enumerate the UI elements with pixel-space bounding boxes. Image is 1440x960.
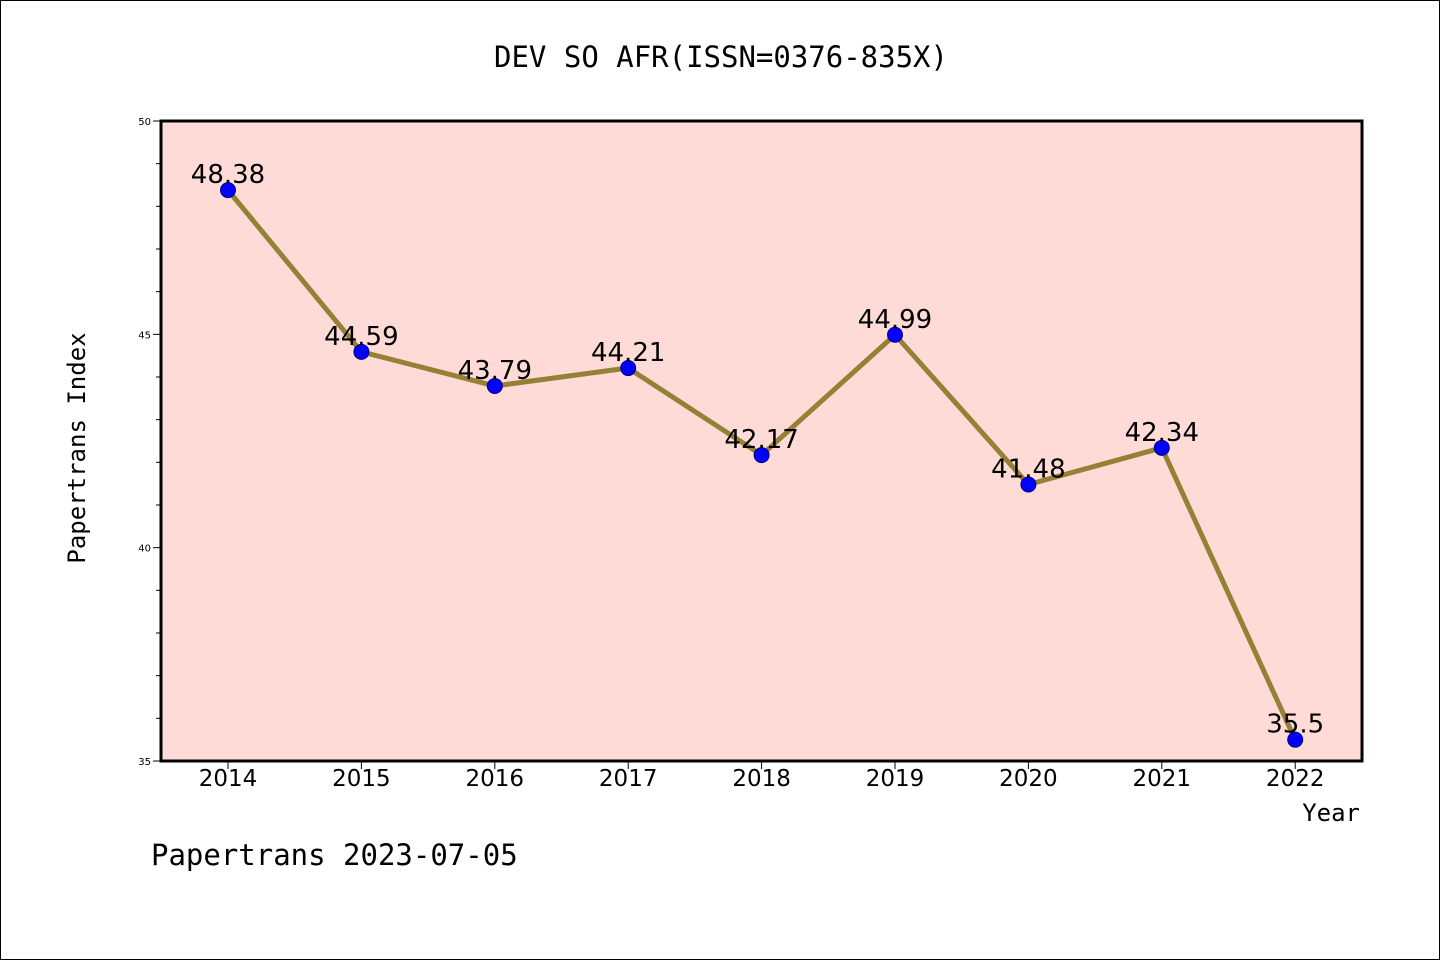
x-tick-label: 2014 bbox=[199, 766, 258, 792]
x-tick-label: 2020 bbox=[999, 766, 1058, 792]
x-tick-label: 2015 bbox=[332, 766, 391, 792]
data-point bbox=[220, 182, 236, 199]
data-point bbox=[353, 343, 370, 360]
data-point bbox=[486, 377, 503, 394]
footer-text: Papertrans 2023-07-05 bbox=[151, 838, 518, 872]
x-tick-label: 2022 bbox=[1266, 766, 1325, 792]
chart-title: DEV SO AFR(ISSN=0376-835X) bbox=[494, 40, 948, 74]
x-axis: 2014 2015 2016 2017 2018 2019 2020 2021 2022 bbox=[199, 761, 1325, 792]
data-label: 48.38 bbox=[191, 160, 265, 190]
data-labels: 48.38 44.59 43.79 44.21 42.17 44.99 41.48 42.34… bbox=[191, 160, 1324, 740]
data-label: 43.79 bbox=[458, 356, 532, 386]
data-label: 35.5 bbox=[1266, 710, 1324, 740]
data-point bbox=[887, 326, 903, 343]
data-point bbox=[620, 360, 637, 377]
data-label: 44.59 bbox=[324, 322, 398, 352]
data-point bbox=[1287, 731, 1304, 748]
y-tick-label: 40 bbox=[138, 544, 151, 555]
y-axis: 35 40 45 50 bbox=[138, 117, 161, 768]
y-tick-label: 45 bbox=[138, 330, 151, 341]
x-tick-label: 2017 bbox=[599, 766, 658, 792]
x-tick-label: 2021 bbox=[1133, 766, 1192, 792]
data-point bbox=[753, 447, 770, 464]
data-point bbox=[1153, 439, 1170, 456]
data-label: 44.99 bbox=[858, 305, 932, 335]
x-tick-label: 2016 bbox=[466, 766, 525, 792]
data-label: 42.17 bbox=[724, 425, 798, 455]
data-label: 42.34 bbox=[1125, 418, 1199, 448]
x-tick-label: 2018 bbox=[732, 766, 791, 792]
x-tick-label: 2019 bbox=[866, 766, 925, 792]
data-label: 41.48 bbox=[991, 455, 1065, 485]
data-point bbox=[1020, 476, 1037, 493]
x-axis-label: Year bbox=[1302, 799, 1360, 827]
data-markers bbox=[220, 182, 1304, 748]
y-tick-label: 50 bbox=[138, 117, 151, 128]
plot-border bbox=[159, 119, 1364, 763]
y-tick-label: 35 bbox=[138, 757, 151, 768]
data-label: 44.21 bbox=[591, 338, 665, 368]
y-axis-label: Papertrans Index bbox=[63, 332, 91, 563]
